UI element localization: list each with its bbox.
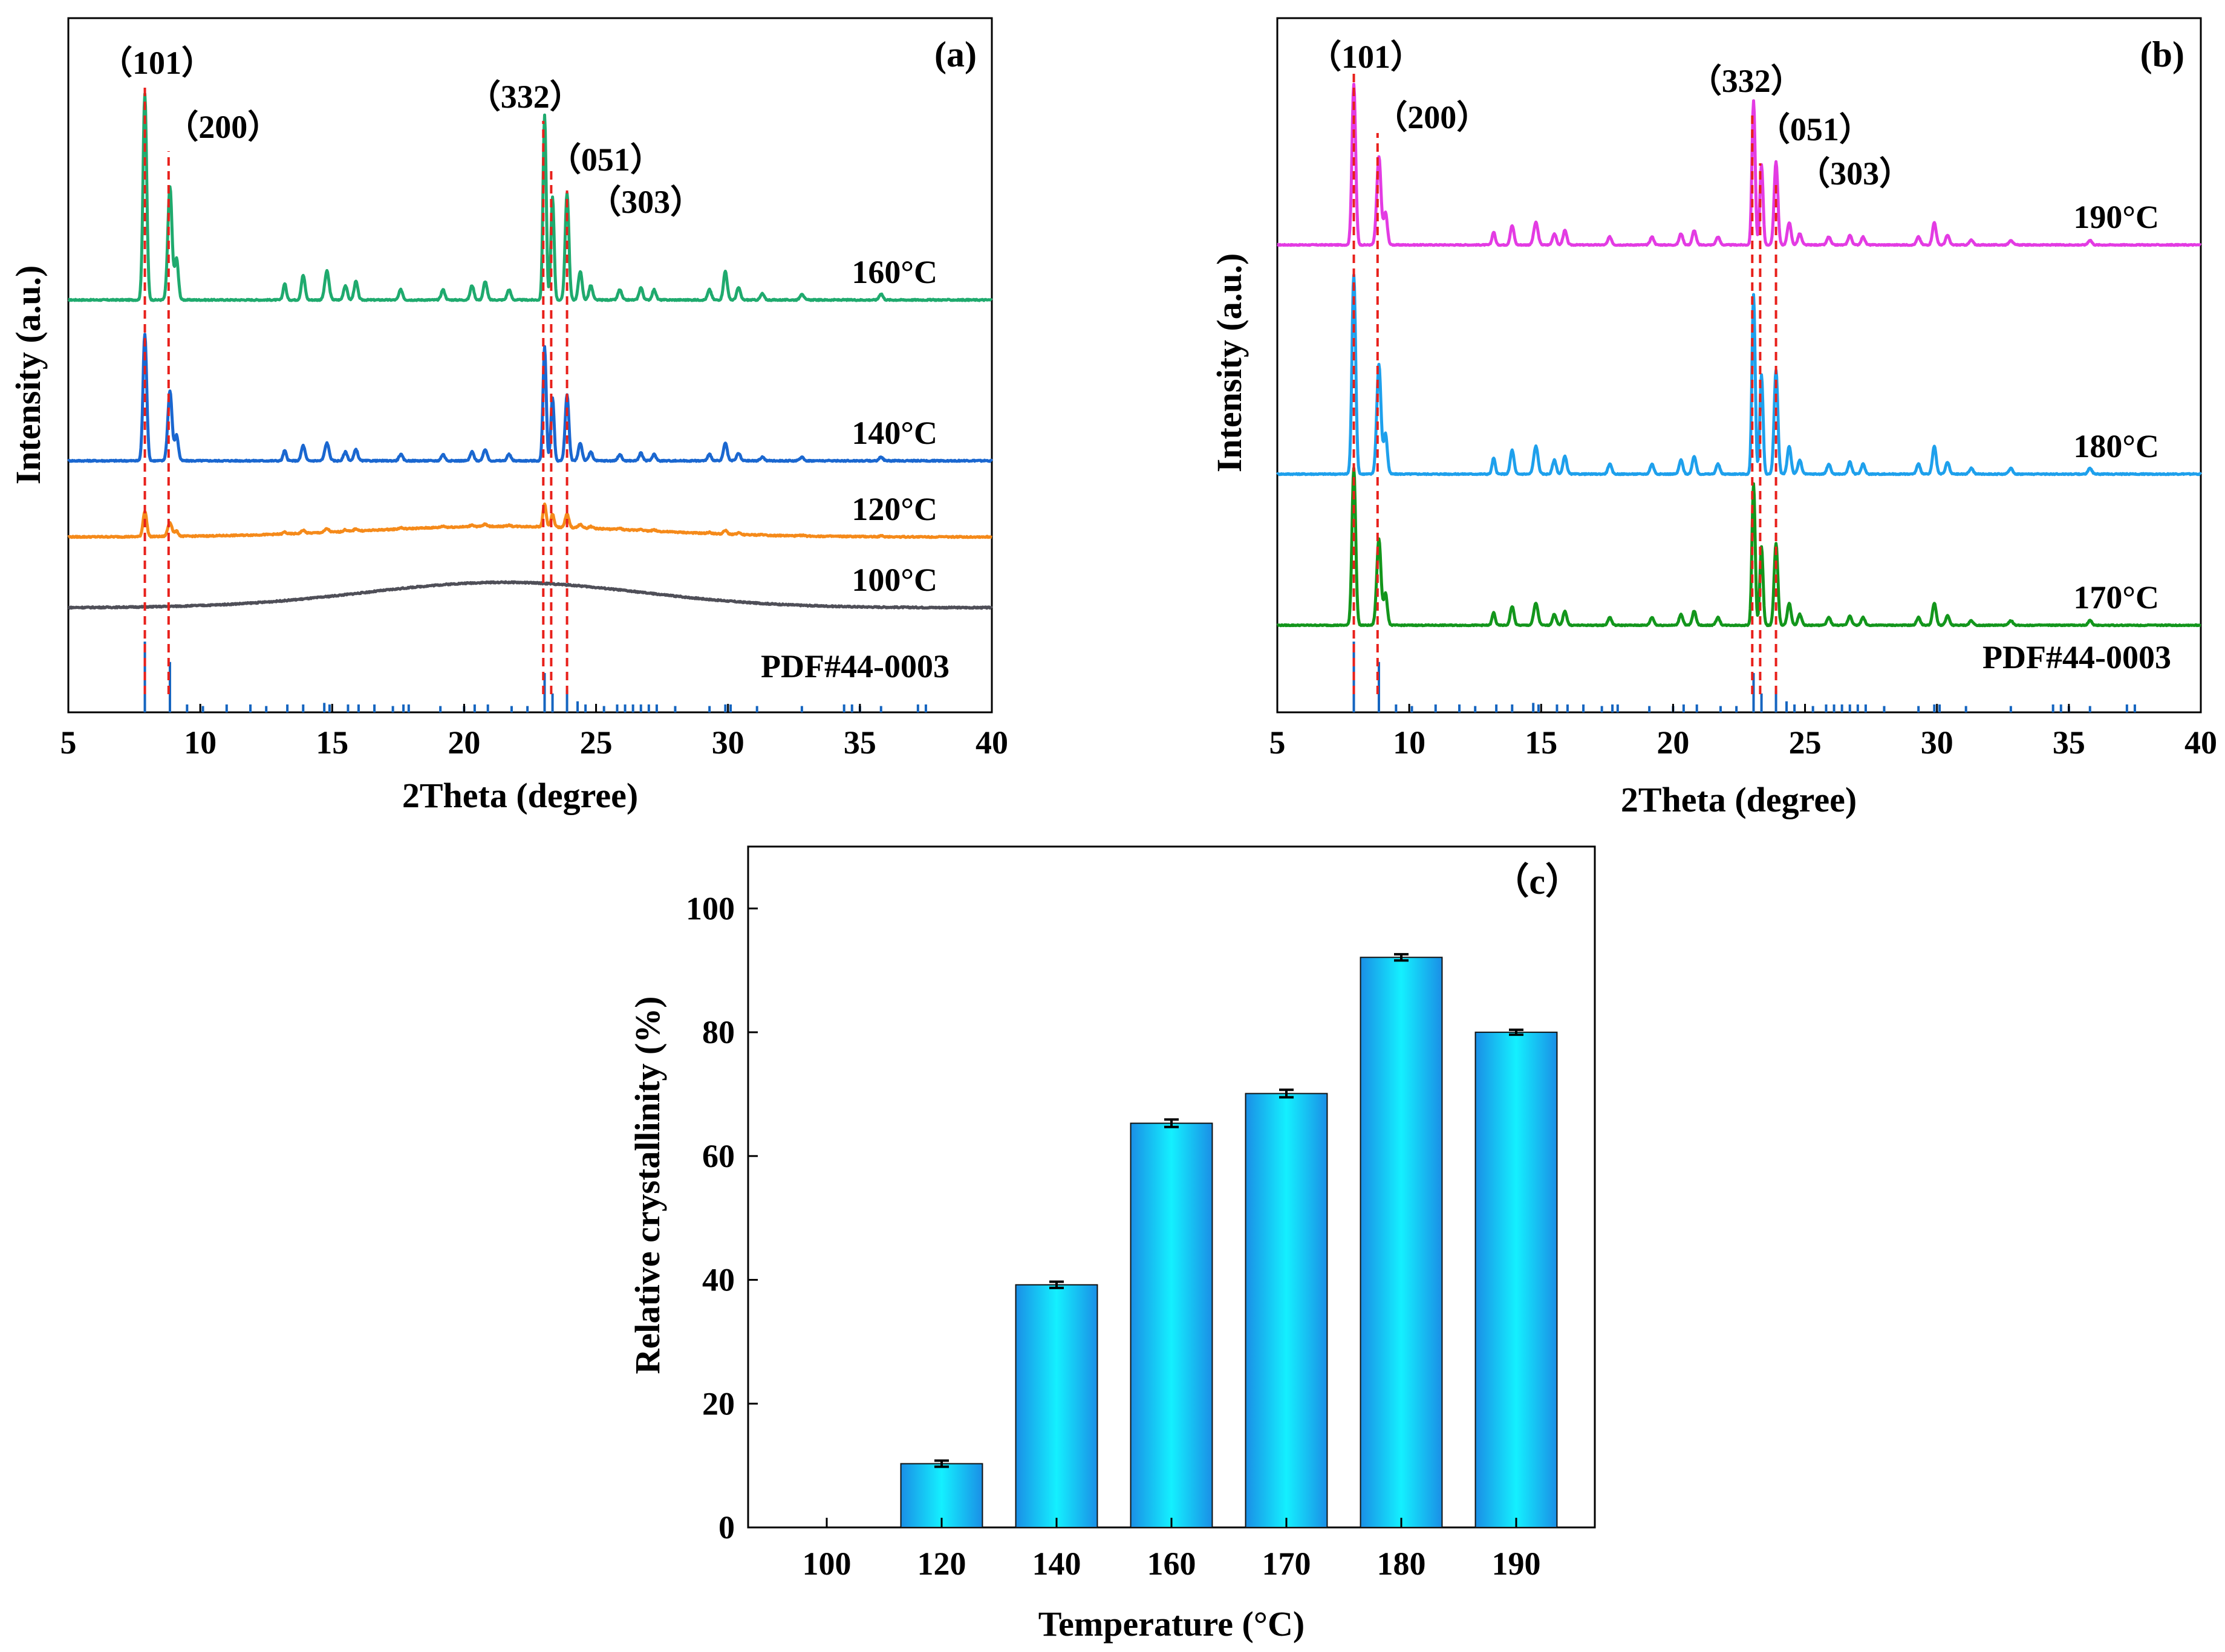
x-tick-label: 35 (2053, 724, 2085, 761)
xrd-curve (67, 502, 993, 539)
panel-c-ylabel: Relative crystallinity (%) (628, 997, 667, 1374)
reference-label: PDF#44-0003 (761, 648, 950, 685)
hkl-label: （332） (1689, 63, 1803, 99)
x-tick-label: 160 (1147, 1546, 1196, 1582)
xrd-curve (67, 333, 994, 463)
panel-a-plot-area: PDF#44-0003 160°C 140°C 120°C 100°C （101） （200… (67, 45, 994, 712)
x-tick-label: 10 (1393, 724, 1425, 761)
panel-a-x-ticks: 5 10 15 20 25 30 35 40 (60, 704, 1008, 761)
x-tick-label: 5 (60, 724, 77, 761)
hkl-label: （200） (1375, 99, 1489, 135)
hkl-guides: （101） （200） （332） （051） （303） (100, 45, 703, 694)
x-tick-label: 25 (580, 724, 613, 761)
y-tick-label: 80 (702, 1014, 735, 1050)
hkl-label: （303） (1797, 155, 1912, 192)
curve-label: 100°C (852, 562, 937, 598)
curve-label: 140°C (852, 415, 937, 451)
curve-label: 180°C (2073, 428, 2159, 464)
curve-label: 120°C (852, 491, 937, 527)
curve-label: 170°C (2073, 579, 2159, 616)
x-tick-label: 40 (2184, 724, 2217, 761)
hkl-label: （101） (100, 45, 214, 81)
x-tick-label: 15 (316, 724, 348, 761)
panel-a-frame (67, 17, 993, 714)
hkl-label: （101） (1309, 39, 1423, 75)
x-tick-label: 140 (1032, 1546, 1081, 1582)
x-tick-label: 5 (1269, 724, 1286, 761)
crystallinity-bar (1474, 1032, 1558, 1529)
crystallinity-bar (1130, 1122, 1213, 1528)
hkl-label: （200） (166, 109, 280, 145)
y-tick-label: 0 (718, 1509, 735, 1546)
y-tick-label: 100 (686, 890, 735, 926)
panel-a-label: (a) (934, 34, 977, 74)
x-tick-label: 20 (1657, 724, 1689, 761)
curve-label: 160°C (852, 254, 937, 290)
crystallinity-bar (1245, 1093, 1328, 1528)
hkl-label: （332） (468, 79, 582, 115)
panel-b-plot-area: PDF#44-0003 190°C 180°C 170°C （101） （200） （332… (1276, 39, 2203, 712)
xrd-curve (1276, 273, 2203, 476)
x-tick-label: 25 (1789, 724, 1822, 761)
crystallinity-bar (1360, 957, 1443, 1529)
xrd-curve (67, 92, 993, 302)
panel-b-frame (1276, 17, 2202, 714)
panel-c-ticks: 0 20 40 60 80 100 100 120 140 160 170 180 190 (686, 890, 1541, 1582)
x-tick-label: 20 (448, 724, 480, 761)
hkl-label: （051） (1758, 111, 1872, 148)
crystallinity-bar (1015, 1284, 1098, 1529)
xrd-curve (1276, 466, 2202, 628)
xrd-curve (1276, 82, 2202, 247)
panel-c-xlabel: Temperature (°C) (1038, 1604, 1305, 1644)
panel-c-label: （c） (1493, 861, 1582, 902)
panel-b-ylabel: Intensity (a.u.) (1210, 253, 1249, 473)
x-tick-label: 120 (917, 1546, 966, 1582)
x-tick-label: 10 (184, 724, 217, 761)
reference-stick-pattern (143, 642, 927, 712)
panel-c-bars (900, 953, 1558, 1529)
y-tick-label: 40 (702, 1262, 735, 1298)
x-tick-label: 15 (1525, 724, 1557, 761)
xrd-curve (67, 580, 993, 610)
panel-b-xrd-chart: PDF#44-0003 190°C 180°C 170°C （101） （200） （332… (1210, 17, 2217, 819)
hkl-guides: （101） （200） （332） （051） （303） (1309, 39, 1912, 694)
panel-c-bar-chart: 0 20 40 60 80 100 100 120 140 160 170 180 190 （c） Te… (628, 845, 1596, 1644)
panel-a-xlabel: 2Theta (degree) (402, 776, 638, 815)
x-tick-label: 100 (803, 1546, 852, 1582)
hkl-label: （051） (549, 141, 663, 178)
panel-b-label: (b) (2140, 34, 2184, 74)
panel-b-x-ticks: 5 10 15 20 25 30 35 40 (1269, 704, 2217, 761)
x-tick-label: 30 (1921, 724, 1953, 761)
y-tick-label: 60 (702, 1138, 735, 1174)
x-tick-label: 170 (1262, 1546, 1311, 1582)
hkl-label: （303） (588, 184, 703, 220)
x-tick-label: 40 (976, 724, 1008, 761)
panel-b-xlabel: 2Theta (degree) (1621, 780, 1857, 819)
panel-a-ylabel: Intensity (a.u.) (8, 265, 48, 485)
y-tick-label: 20 (702, 1385, 735, 1422)
x-tick-label: 190 (1492, 1546, 1541, 1582)
reference-label: PDF#44-0003 (1982, 639, 2171, 675)
panel-a-xrd-chart: PDF#44-0003 160°C 140°C 120°C 100°C （101） （200… (8, 17, 1008, 815)
x-tick-label: 35 (844, 724, 876, 761)
x-tick-label: 180 (1377, 1546, 1426, 1582)
curve-label: 190°C (2073, 199, 2159, 235)
x-tick-label: 30 (712, 724, 744, 761)
reference-stick-pattern (1352, 642, 2136, 712)
